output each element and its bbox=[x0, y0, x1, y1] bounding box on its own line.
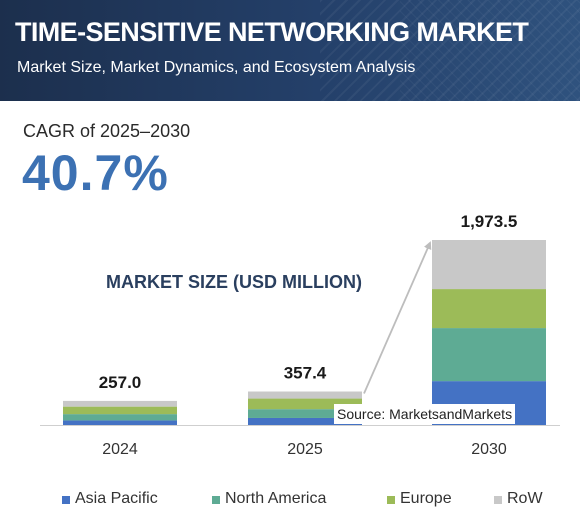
page-title: TIME-SENSITIVE NETWORKING MARKET bbox=[15, 17, 529, 47]
page-subtitle: Market Size, Market Dynamics, and Ecosys… bbox=[17, 59, 416, 76]
x-tick-label-2024: 2024 bbox=[102, 441, 138, 458]
legend-swatch bbox=[387, 496, 395, 504]
bar-2025-row bbox=[248, 391, 362, 399]
total-label-2024: 257.0 bbox=[99, 373, 142, 392]
bars-group bbox=[63, 240, 546, 425]
bar-2024-north-america bbox=[63, 414, 177, 421]
total-label-2025: 357.4 bbox=[284, 363, 327, 382]
legend-label: Europe bbox=[400, 490, 452, 507]
bar-2025-asia-pacific bbox=[248, 417, 362, 425]
growth-arrow bbox=[363, 241, 432, 394]
bar-2030-north-america bbox=[432, 328, 546, 382]
x-tick-label-2030: 2030 bbox=[471, 441, 507, 458]
bar-2030-row bbox=[432, 240, 546, 290]
header-banner: TIME-SENSITIVE NETWORKING MARKET Market … bbox=[0, 0, 580, 101]
x-tick-label-2025: 2025 bbox=[287, 441, 323, 458]
cagr-value: 40.7% bbox=[22, 145, 169, 201]
source-note: Source: MarketsandMarkets bbox=[334, 404, 516, 424]
legend-swatch bbox=[494, 496, 502, 504]
legend-label: Asia Pacific bbox=[75, 490, 158, 507]
bar-2030-europe bbox=[432, 289, 546, 329]
chart-title: MARKET SIZE (USD MILLION) bbox=[106, 272, 362, 292]
bar-2024-row bbox=[63, 400, 177, 407]
bar-2024-europe bbox=[63, 406, 177, 415]
labels-group: 257.0 2024 357.4 2025 1,973.5 2030 bbox=[99, 212, 518, 458]
bar-2024-asia-pacific bbox=[63, 420, 177, 425]
bar-2025-europe bbox=[248, 398, 362, 410]
banner-texture bbox=[320, 0, 580, 101]
legend-swatch bbox=[62, 496, 70, 504]
banner-texture-overlay bbox=[400, 0, 580, 101]
total-label-2030: 1,973.5 bbox=[461, 212, 518, 231]
legend-swatch bbox=[212, 496, 220, 504]
legend-label: North America bbox=[225, 490, 327, 507]
cagr-label: CAGR of 2025–2030 bbox=[23, 121, 191, 141]
legend-label: RoW bbox=[507, 490, 543, 507]
bar-2025-north-america bbox=[248, 409, 362, 418]
